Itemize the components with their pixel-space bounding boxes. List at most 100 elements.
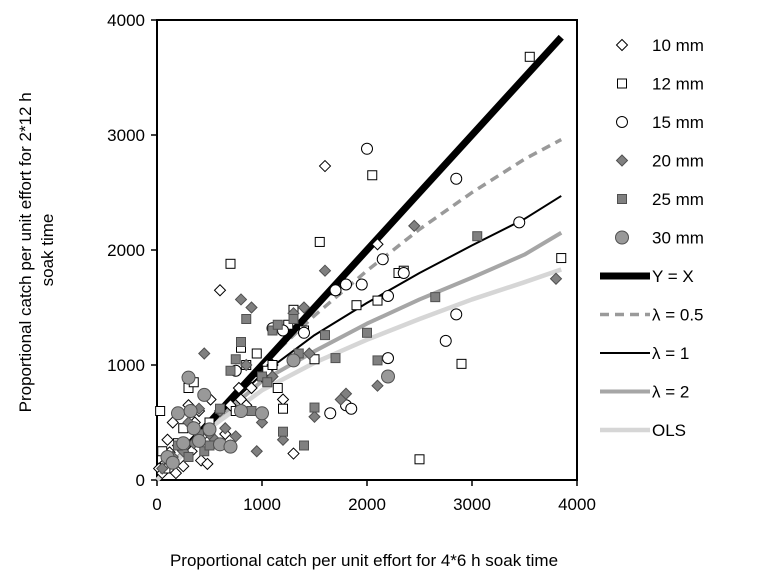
point-20-mm bbox=[234, 293, 248, 306]
x-tick-label: 2000 bbox=[348, 495, 386, 514]
point-25-mm bbox=[430, 292, 441, 303]
point-20-mm bbox=[339, 387, 353, 400]
legend-label: 30 mm bbox=[652, 229, 704, 248]
point-25-mm bbox=[199, 446, 210, 457]
point-20-mm bbox=[250, 445, 263, 458]
point-25-mm bbox=[309, 402, 320, 413]
point-25-mm bbox=[320, 330, 330, 341]
point-10-mm bbox=[318, 159, 332, 173]
fit-line-4 bbox=[155, 267, 562, 482]
point-15-mm bbox=[382, 352, 394, 365]
point-20-mm bbox=[549, 272, 563, 285]
legend-label: 12 mm bbox=[652, 75, 704, 94]
point-12-mm bbox=[278, 403, 288, 414]
point-10-mm bbox=[371, 238, 384, 251]
point-30-mm bbox=[255, 406, 269, 421]
legend-marker-10-mm bbox=[615, 38, 629, 52]
x-tick-label: 0 bbox=[152, 495, 161, 514]
fit-line-3 bbox=[155, 231, 563, 482]
point-20-mm bbox=[219, 422, 232, 435]
y-tick-label: 0 bbox=[136, 471, 145, 490]
legend-label: 15 mm bbox=[652, 113, 704, 132]
point-12-mm bbox=[351, 300, 362, 311]
point-30-mm bbox=[286, 353, 301, 368]
point-30-mm bbox=[186, 421, 201, 436]
point-10-mm bbox=[245, 381, 258, 395]
y-tick-label: 3000 bbox=[107, 126, 145, 145]
legend-marker-20-mm bbox=[615, 154, 629, 167]
point-15-mm bbox=[450, 308, 463, 321]
point-12-mm bbox=[524, 51, 535, 62]
point-10-mm bbox=[213, 284, 227, 297]
point-20-mm bbox=[198, 347, 211, 360]
point-25-mm bbox=[204, 440, 215, 451]
point-12-mm bbox=[262, 365, 273, 376]
point-20-mm bbox=[240, 358, 253, 372]
tick-labels: 0 1000 2000 3000 4000 0 1000 2000 3000 4000 bbox=[107, 11, 596, 514]
data-points bbox=[152, 51, 567, 480]
point-30-mm bbox=[181, 370, 196, 385]
point-30-mm bbox=[176, 436, 191, 451]
point-12-mm bbox=[225, 258, 236, 269]
point-25-mm bbox=[372, 355, 383, 366]
point-12-mm bbox=[456, 358, 467, 369]
legend-label: λ = 2 bbox=[652, 383, 689, 402]
point-15-mm bbox=[382, 290, 394, 302]
legend-label: λ = 1 bbox=[652, 344, 689, 363]
point-10-mm bbox=[161, 433, 174, 446]
y-axis-title-line-1: Proportional catch per unit effort for 2… bbox=[16, 92, 35, 412]
x-tick-label: 3000 bbox=[453, 495, 491, 514]
point-25-mm bbox=[262, 377, 273, 388]
point-20-mm bbox=[371, 379, 384, 392]
point-12-mm bbox=[314, 236, 325, 247]
legend-label: Y = X bbox=[652, 267, 694, 286]
point-20-mm bbox=[308, 410, 321, 423]
point-25-mm bbox=[299, 440, 309, 451]
point-30-mm bbox=[197, 387, 212, 402]
point-10-mm bbox=[287, 447, 300, 460]
point-15-mm bbox=[298, 326, 310, 339]
point-25-mm bbox=[246, 406, 257, 416]
point-15-mm bbox=[324, 407, 337, 420]
legend-label: 20 mm bbox=[652, 152, 704, 171]
axis-ticks bbox=[151, 19, 578, 486]
point-30-mm bbox=[202, 422, 217, 437]
fit-line-1 bbox=[155, 138, 563, 482]
point-20-mm bbox=[276, 433, 290, 446]
point-12-mm bbox=[272, 383, 283, 393]
point-30-mm bbox=[171, 406, 185, 421]
legend-label: λ = 0.5 bbox=[652, 306, 704, 325]
point-15-mm bbox=[439, 334, 452, 347]
point-20-mm bbox=[297, 301, 311, 314]
point-12-mm bbox=[155, 406, 166, 416]
point-12-mm bbox=[556, 253, 567, 264]
point-30-mm bbox=[192, 433, 206, 448]
point-10-mm bbox=[232, 381, 246, 395]
point-30-mm bbox=[234, 404, 248, 418]
point-20-mm bbox=[156, 462, 169, 475]
legend-marker-25-mm bbox=[617, 194, 627, 204]
point-30-mm bbox=[165, 455, 180, 470]
y-tick-label: 4000 bbox=[107, 11, 145, 30]
point-30-mm bbox=[381, 369, 395, 384]
point-15-mm bbox=[397, 267, 410, 279]
y-axis-title-line-2: soak time bbox=[38, 214, 57, 287]
point-15-mm bbox=[340, 278, 352, 291]
point-20-mm bbox=[255, 416, 269, 429]
point-20-mm bbox=[408, 219, 421, 233]
point-25-mm bbox=[267, 325, 278, 336]
point-12-mm bbox=[414, 454, 425, 465]
x-tick-label: 1000 bbox=[243, 495, 281, 514]
legend-marker-15-mm bbox=[616, 116, 628, 128]
point-15-mm bbox=[376, 253, 389, 266]
point-10-mm bbox=[276, 393, 290, 406]
legend-label: 10 mm bbox=[652, 36, 704, 55]
point-25-mm bbox=[472, 231, 483, 242]
point-25-mm bbox=[272, 319, 283, 330]
point-12-mm bbox=[367, 170, 378, 181]
point-20-mm bbox=[245, 301, 258, 314]
y-tick-label: 1000 bbox=[107, 356, 145, 375]
point-30-mm bbox=[183, 404, 198, 418]
legend-label: 25 mm bbox=[652, 190, 704, 209]
